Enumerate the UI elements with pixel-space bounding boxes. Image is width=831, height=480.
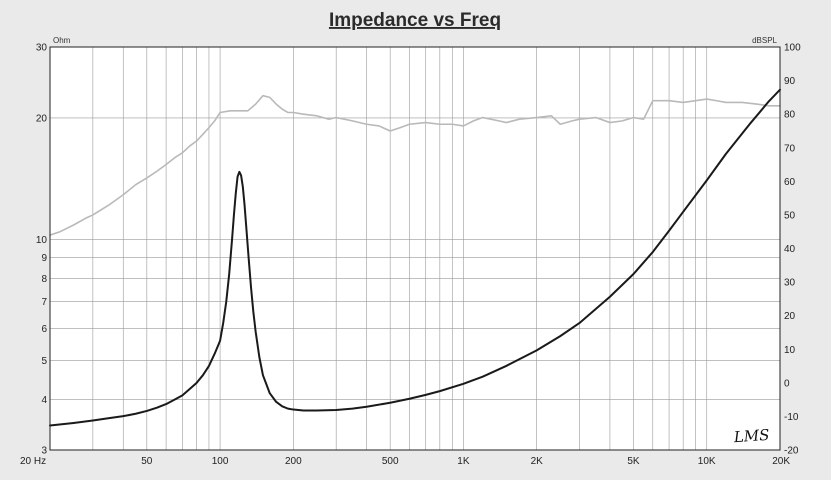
x-tick-label: 500 [382, 456, 399, 467]
x-tick-label: 10K [698, 456, 716, 467]
curves [49, 88, 781, 427]
y-left-tick-labels: 3 4 5 6 7 8 9 10 20 30 [36, 43, 48, 457]
left-axis-unit: Ohm [53, 36, 71, 45]
y-right-tick-label: 100 [784, 43, 801, 54]
y-right-tick-label: 70 [784, 143, 796, 154]
y-right-tick-label: -20 [784, 446, 799, 457]
x-tick-labels: 20 Hz 50 100 200 500 1K 2K 5K 10K 20K [20, 456, 790, 467]
y-right-tick-label: 60 [784, 177, 796, 188]
y-right-tick-label: 50 [784, 210, 796, 221]
y-left-tick-label: 30 [36, 43, 48, 54]
plot-frame [49, 46, 781, 451]
x-tick-label: 2K [531, 456, 544, 467]
y-right-tick-label: -10 [784, 412, 799, 423]
y-left-tick-label: 3 [41, 446, 47, 457]
grid-lines [50, 47, 780, 450]
x-tick-label: 1K [457, 456, 470, 467]
y-right-tick-label: 90 [784, 76, 796, 87]
x-tick-label: 100 [212, 456, 229, 467]
plot-area [49, 46, 781, 451]
y-left-tick-label: 10 [36, 235, 48, 246]
y-right-tick-label: 20 [784, 311, 796, 322]
spl-curve [49, 88, 781, 427]
x-tick-label: 20K [772, 456, 790, 467]
y-left-tick-label: 5 [41, 356, 47, 367]
lms-watermark: LMS [732, 426, 770, 447]
y-right-tick-label: 30 [784, 278, 796, 289]
y-right-tick-labels: -20 -10 0 10 20 30 40 50 60 70 80 90 100 [784, 43, 801, 457]
y-left-tick-label: 8 [41, 274, 47, 285]
chart-title: Impedance vs Freq [329, 10, 501, 31]
x-tick-label: 50 [141, 456, 153, 467]
y-left-tick-label: 6 [41, 324, 47, 335]
y-right-tick-label: 10 [784, 345, 796, 356]
impedance-curve [49, 94, 781, 236]
y-right-tick-label: 0 [784, 378, 790, 389]
y-right-tick-label: 80 [784, 110, 796, 121]
x-tick-label: 200 [285, 456, 302, 467]
y-left-tick-label: 7 [41, 297, 47, 308]
y-right-tick-label: 40 [784, 244, 796, 255]
right-axis-unit: dBSPL [752, 36, 777, 45]
y-left-tick-label: 9 [41, 253, 47, 264]
y-left-tick-label: 20 [36, 114, 48, 125]
y-left-tick-label: 4 [41, 395, 47, 406]
x-tick-label: 20 Hz [20, 456, 46, 467]
x-tick-label: 5K [627, 456, 640, 467]
